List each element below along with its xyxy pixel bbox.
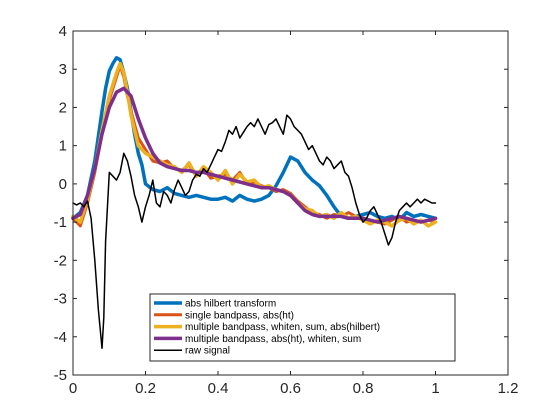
x-tick-label: 1.2 (498, 380, 519, 397)
x-tick-label: 0 (69, 380, 77, 397)
x-tick-label: 0.8 (353, 380, 374, 397)
series-line-3 (71, 86, 438, 224)
x-tick-label: 0.4 (208, 380, 229, 397)
x-tick-label: 1 (431, 380, 439, 397)
y-tick-label: 1 (59, 138, 67, 155)
legend-label-0: abs hilbert transform (185, 299, 276, 310)
axes: 0 0.2 0.4 0.6 0.8 1 1.2 -5 -4 -3 -2 -1 0 1 2 3 4 (54, 23, 519, 397)
legend-box (149, 293, 456, 362)
legend-label-1: single bandpass, abs(ht) (185, 310, 294, 321)
legend-label-4: raw signal (185, 346, 230, 357)
y-tick-label: -4 (54, 329, 67, 346)
legend-label-2: multiple bandpass, whiten, sum, abs(hilb… (185, 322, 380, 333)
series-layer (71, 56, 438, 349)
y-tick-label: -2 (54, 252, 67, 269)
x-tick-label: 0.6 (280, 380, 301, 397)
y-tick-label: 0 (59, 176, 67, 193)
y-tick-label: -5 (54, 367, 67, 384)
series-line-2 (71, 61, 438, 228)
x-tick-label: 0.2 (135, 380, 156, 397)
series-line-4 (72, 114, 437, 349)
y-tick-label: 4 (59, 23, 67, 40)
y-tick-label: -3 (54, 291, 67, 308)
y-tick-label: 2 (59, 99, 67, 116)
y-tick-label: 3 (59, 61, 67, 78)
y-tick-label: -1 (54, 214, 67, 231)
legend-label-3: multiple bandpass, abs(ht), whiten, sum (185, 334, 361, 345)
